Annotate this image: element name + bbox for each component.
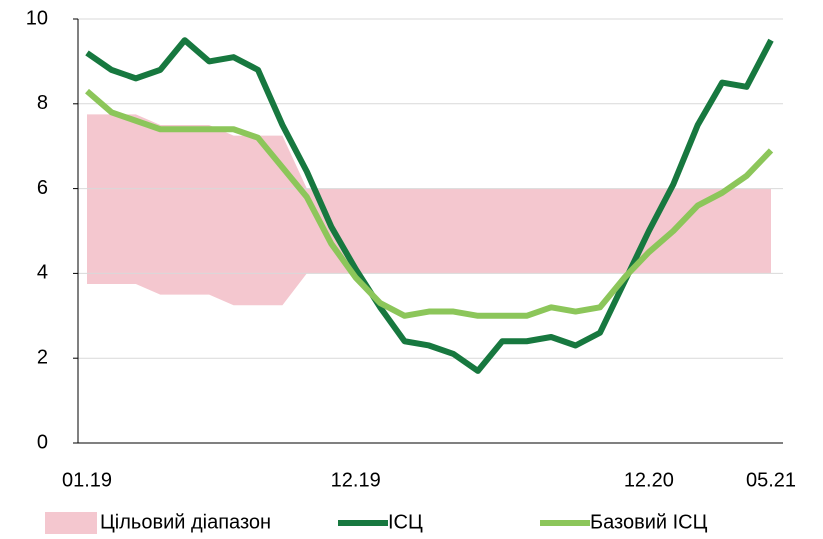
line-series: [85, 37, 774, 374]
x-tick-label: 01.19: [62, 469, 112, 491]
x-tick-label: 05.21: [746, 469, 796, 491]
y-tick-label: 6: [37, 177, 48, 199]
line-series: [85, 88, 774, 319]
y-tick-label: 10: [26, 7, 48, 29]
legend-label: Цільовий діапазон: [100, 511, 271, 533]
y-tick-label: 0: [37, 431, 48, 453]
legend-label: Базовий ІСЦ: [590, 511, 708, 533]
x-tick-label: 12.19: [331, 469, 381, 491]
legend-label: ІСЦ: [388, 511, 423, 533]
y-tick-label: 2: [37, 346, 48, 368]
y-tick-label: 8: [37, 92, 48, 114]
y-tick-label: 4: [37, 262, 48, 284]
legend-swatch: [45, 512, 97, 534]
target-band: [87, 114, 771, 306]
x-tick-label: 12.20: [624, 469, 674, 491]
